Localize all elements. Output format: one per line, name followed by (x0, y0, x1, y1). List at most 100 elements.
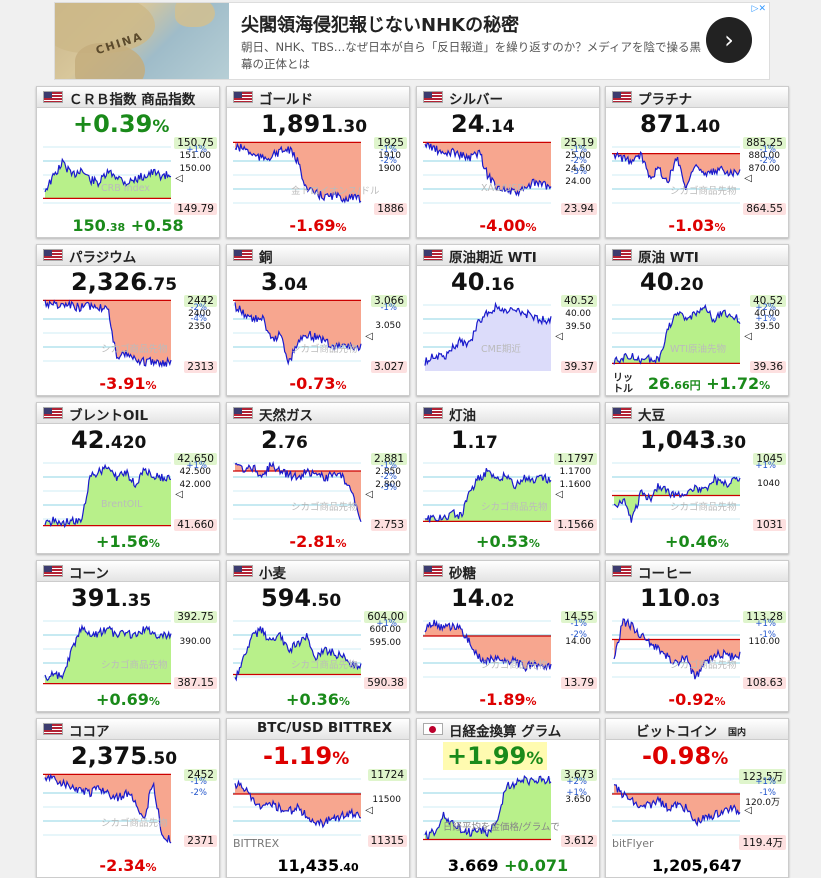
panel-header[interactable]: ゴールド (227, 87, 409, 108)
panel-title[interactable]: 日経金換算 グラム (449, 724, 562, 740)
mini-chart[interactable]: シカゴ商品先物 3.066 3.027 3.050 -1% ◁ (233, 295, 409, 375)
panel-corn[interactable]: コーン 391.35 シカゴ商品先物 392.75 387.15 390.00 +0.69% (36, 560, 220, 712)
panel-title[interactable]: 原油期近 WTI (449, 250, 537, 266)
us-flag-icon (43, 723, 63, 735)
panel-header[interactable]: 小麦 (227, 561, 409, 582)
panel-header[interactable]: 原油 WTI (606, 245, 788, 266)
panel-title[interactable]: コーン (69, 566, 109, 582)
panel-brent[interactable]: ブレントOIL 42.420 BrentOIL 42.650 41.660 42.500 4… (36, 402, 220, 554)
panel-header[interactable]: ＣＲＢ指数 商品指数 (37, 87, 219, 108)
panel-copper[interactable]: 銅 3.04 シカゴ商品先物 3.066 3.027 3.050 -1% ◁ -0.73% (226, 244, 410, 396)
panel-btc_usd[interactable]: BTC/USD BITTREX -1.19% BITTREX 11724 11315 11… (226, 718, 410, 878)
mini-chart[interactable]: シカゴ商品先物 14.55 13.79 14.00 -1% -2% (423, 611, 599, 691)
chart-watermark: シカゴ商品先物 (101, 660, 168, 671)
panel-title[interactable]: パラジウム (69, 250, 137, 266)
panel-crude_near[interactable]: 原油期近 WTI 40.16 CME期近 40.52 39.37 40.00 39.50 ◁ (416, 244, 600, 396)
price-decimal: .40 (690, 117, 721, 137)
panel-header[interactable]: ブレントOIL (37, 403, 219, 424)
chart-percent-label: -2% (570, 156, 587, 166)
panel-title[interactable]: 天然ガス (259, 408, 313, 424)
mini-chart[interactable]: XAG/USD 25.19 23.94 25.00 24.50 24.00 -1% -2% -3… (423, 137, 599, 217)
panel-title[interactable]: 原油 WTI (638, 250, 699, 266)
bottom-decimal: % (714, 695, 726, 708)
panel-crude_wti[interactable]: 原油 WTI 40.20 WTI原油先物 40.52 39.36 40.00 39.50 +2… (605, 244, 789, 396)
mini-chart[interactable]: シカゴ商品先物 885.25 864.55 880.00 870.00 -1% -2% ◁ (612, 137, 788, 217)
price-bottom: +0.46% (606, 532, 788, 551)
panel-title[interactable]: 小麦 (259, 566, 286, 582)
panel-title[interactable]: ブレントOIL (69, 408, 149, 424)
price-main: 24.14 (451, 110, 515, 138)
panel-title[interactable]: シルバー (449, 92, 503, 108)
chart-percent-label: -2% (570, 630, 587, 640)
mini-chart-plot (612, 778, 741, 836)
panel-title[interactable]: ＣＲＢ指数 商品指数 (69, 92, 196, 108)
panel-header[interactable]: 原油期近 WTI (417, 245, 599, 266)
mini-chart[interactable]: シカゴ商品先物 1.1797 1.1566 1.1700 1.1600 ◁ (423, 453, 599, 533)
panel-nikkei_gold[interactable]: 日経金換算 グラム +1.99% 日経平均を金価格/グラムで 3.673 3.612 3.… (416, 718, 600, 878)
mini-chart-plot (43, 773, 172, 844)
panel-header[interactable]: プラチナ (606, 87, 788, 108)
panel-palladium[interactable]: パラジウム 2,326.75 シカゴ商品先物 2442 2313 2400 2350 -2% -… (36, 244, 220, 396)
panel-title[interactable]: 銅 (259, 250, 273, 266)
mini-chart[interactable]: WTI原油先物 40.52 39.36 40.00 39.50 +2% +1% ◁ (612, 295, 788, 375)
ad-title[interactable]: 尖閣領海侵犯報じないNHKの秘密 (241, 15, 520, 36)
panel-gold[interactable]: ゴールド 1,891.30 金トロイオンス/ドル 1925 1886 1910 1900 -1… (226, 86, 410, 238)
panel-cocoa[interactable]: ココア 2,375.50 シカゴ商品先物 2452 2371 -1% -2% -2.34% (36, 718, 220, 878)
panel-header[interactable]: パラジウム (37, 245, 219, 266)
panel-header[interactable]: コーヒー (606, 561, 788, 582)
panel-header[interactable]: シルバー (417, 87, 599, 108)
mini-chart[interactable]: シカゴ商品先物 2442 2313 2400 2350 -2% -4% (43, 295, 219, 375)
mini-chart[interactable]: BITTREX 11724 11315 11500 ◁ (233, 769, 409, 850)
chevron-right-icon[interactable]: › (706, 17, 752, 63)
mini-chart[interactable]: CME期近 40.52 39.37 40.00 39.50 ◁ (423, 295, 599, 375)
panel-title[interactable]: 灯油 (449, 408, 476, 424)
mini-chart[interactable]: シカゴ商品先物 392.75 387.15 390.00 (43, 611, 219, 691)
mini-chart[interactable]: シカゴ商品先物 1045 1031 1040 +1% (612, 453, 788, 533)
chart-low-label: 149.79 (174, 203, 217, 215)
panel-title[interactable]: 大豆 (638, 408, 665, 424)
panel-title[interactable]: 砂糖 (449, 566, 476, 582)
mini-chart[interactable]: BrentOIL 42.650 41.660 42.500 42.000 +1% ◁ (43, 453, 219, 533)
panel-header[interactable]: 大豆 (606, 403, 788, 424)
ad-subtitle[interactable]: 朝日、NHK、TBS…なぜ日本が自ら「反日報道」を繰り返すのか？メディアを陰で操… (241, 40, 701, 71)
panel-title[interactable]: ゴールド (259, 92, 313, 108)
panel-natgas[interactable]: 天然ガス 2.76 シカゴ商品先物 2.881 2.753 2.850 2.800 -1% -2… (226, 402, 410, 554)
panel-title[interactable]: ココア (69, 724, 110, 740)
us-flag-icon (612, 565, 632, 577)
panel-crb[interactable]: ＣＲＢ指数 商品指数 +0.39% CRB Index 150.75 149.79 151… (36, 86, 220, 238)
panel-sugar[interactable]: 砂糖 14.02 シカゴ商品先物 14.55 13.79 14.00 -1% -2% -1.89… (416, 560, 600, 712)
mini-chart[interactable]: 日経平均を金価格/グラムで 3.673 3.612 3.650 +2% +1% (423, 769, 599, 849)
panel-heating[interactable]: 灯油 1.17 シカゴ商品先物 1.1797 1.1566 1.1700 1.1600 ◁ +0… (416, 402, 600, 554)
panel-title[interactable]: コーヒー (638, 566, 692, 582)
panel-coffee[interactable]: コーヒー 110.03 シカゴ商品先物 113.28 108.63 110.00 +1% -1… (605, 560, 789, 712)
price-main: 14.02 (451, 584, 515, 612)
mini-chart[interactable]: シカゴ商品先物 113.28 108.63 110.00 +1% -1% (612, 611, 788, 691)
panel-silver[interactable]: シルバー 24.14 XAG/USD 25.19 23.94 25.00 24.50 24.0… (416, 86, 600, 238)
mini-chart[interactable]: シカゴ商品先物 2452 2371 -1% -2% (43, 769, 219, 849)
mini-chart[interactable]: bitFlyer 123.5万 119.4万 120.0万 +1% -1% ◁ (612, 769, 788, 850)
panel-header[interactable]: コーン (37, 561, 219, 582)
panel-header[interactable]: 砂糖 (417, 561, 599, 582)
panel-wheat[interactable]: 小麦 594.50 シカゴ商品先物 604.00 590.38 600.00 595.00 +… (226, 560, 410, 712)
ad-banner[interactable]: CHINA 尖閣領海侵犯報じないNHKの秘密 朝日、NHK、TBS…なぜ日本が自… (54, 2, 770, 80)
panel-header[interactable]: 天然ガス (227, 403, 409, 424)
mini-chart[interactable]: 金トロイオンス/ドル 1925 1886 1910 1900 -1% -2% (233, 137, 409, 217)
panel-title[interactable]: プラチナ (638, 92, 692, 108)
panel-header[interactable]: ココア (37, 719, 219, 740)
panel-header[interactable]: 日経金換算 グラム (417, 719, 599, 740)
panel-bitcoin[interactable]: ビットコイン 国内 -0.98% bitFlyer 123.5万 119.4万 120.0万… (605, 718, 789, 878)
mini-chart[interactable]: シカゴ商品先物 2.881 2.753 2.850 2.800 -1% -2% -3% ◁ (233, 453, 409, 533)
mini-chart[interactable]: シカゴ商品先物 604.00 590.38 600.00 595.00 +1% (233, 611, 409, 691)
panel-platinum[interactable]: プラチナ 871.40 シカゴ商品先物 885.25 864.55 880.00 870.0… (605, 86, 789, 238)
chart-axis-label: 24.00 (565, 177, 591, 187)
panel-title[interactable]: ビットコイン (636, 724, 717, 740)
panel-header[interactable]: ビットコイン 国内 (606, 719, 788, 740)
chart-area-fill (425, 303, 551, 371)
panel-header[interactable]: 銅 (227, 245, 409, 266)
panel-header[interactable]: 灯油 (417, 403, 599, 424)
ad-close-icon[interactable]: ▷✕ (751, 4, 766, 14)
mini-chart[interactable]: CRB Index 150.75 149.79 151.00 150.00 +1% ◁ (43, 137, 219, 217)
panel-header[interactable]: BTC/USD BITTREX (227, 719, 409, 740)
panel-title[interactable]: BTC/USD BITTREX (257, 720, 392, 736)
panel-soybean[interactable]: 大豆 1,043.30 シカゴ商品先物 1045 1031 1040 +1% +0.46% (605, 402, 789, 554)
